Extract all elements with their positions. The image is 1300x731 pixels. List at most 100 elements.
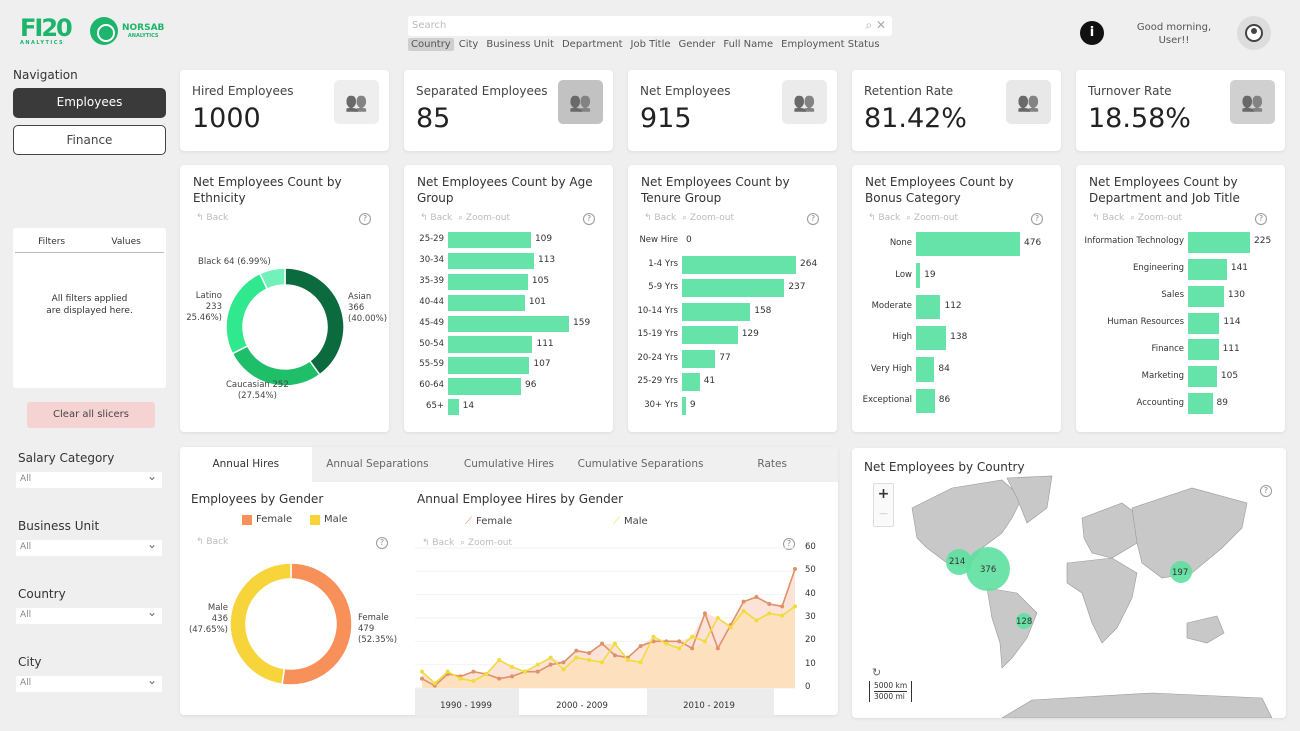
bar[interactable] (682, 396, 686, 415)
data-point[interactable] (600, 641, 605, 646)
bar[interactable] (448, 294, 525, 311)
zoom-out-button[interactable]: ⌕ Zoom-out (906, 213, 959, 223)
bar[interactable] (448, 378, 522, 395)
help-icon[interactable]: ? (376, 537, 388, 549)
bar[interactable] (1188, 339, 1219, 361)
back-button[interactable]: ↰ Back (1092, 213, 1125, 223)
data-point[interactable] (420, 669, 424, 674)
clear-slicers-button[interactable]: Clear all slicers (27, 402, 155, 428)
data-point[interactable] (471, 669, 476, 674)
data-point[interactable] (754, 618, 759, 623)
data-point[interactable] (497, 658, 502, 662)
data-point[interactable] (677, 646, 682, 651)
data-point[interactable] (741, 599, 746, 604)
bar[interactable] (916, 294, 941, 320)
search-tab[interactable]: Gender (678, 39, 716, 50)
zoom-out-button[interactable]: ⌕ Zoom-out (1130, 213, 1183, 223)
help-icon[interactable]: ? (783, 538, 795, 550)
data-point[interactable] (625, 658, 630, 662)
bar[interactable] (682, 302, 751, 321)
data-point[interactable] (651, 634, 656, 639)
bubble-brazil[interactable] (1016, 613, 1032, 629)
series-line-male[interactable] (421, 605, 796, 685)
bubble-west-us[interactable] (946, 549, 972, 575)
help-icon[interactable]: ? (807, 213, 819, 225)
bar[interactable] (1188, 312, 1220, 334)
data-point[interactable] (484, 672, 489, 676)
data-point[interactable] (638, 644, 643, 648)
data-point[interactable] (690, 646, 695, 651)
bar[interactable] (682, 326, 738, 345)
donut-slice[interactable] (229, 562, 292, 686)
help-icon[interactable]: ? (583, 213, 595, 225)
world-map[interactable] (852, 448, 1286, 718)
search-tab[interactable]: Country (408, 38, 454, 51)
data-point[interactable] (793, 604, 797, 609)
bar[interactable] (916, 357, 935, 382)
data-point[interactable] (780, 604, 785, 609)
data-point[interactable] (548, 655, 553, 660)
city-dropdown[interactable]: All (16, 673, 162, 692)
avatar[interactable] (1237, 16, 1271, 50)
zoom-in-button[interactable]: + (877, 486, 890, 502)
data-point[interactable] (728, 625, 733, 630)
bar[interactable] (1188, 285, 1224, 307)
data-point[interactable] (548, 662, 553, 667)
zoom-out-button[interactable]: — (879, 509, 888, 519)
back-button[interactable]: ↰ Back (196, 213, 229, 223)
data-point[interactable] (587, 658, 592, 662)
back-button[interactable]: ↰ Back (644, 213, 677, 223)
bar[interactable] (448, 252, 534, 270)
data-point[interactable] (445, 669, 450, 674)
bar[interactable] (1188, 258, 1227, 280)
data-point[interactable] (664, 641, 669, 646)
bar[interactable] (448, 273, 528, 291)
data-point[interactable] (612, 653, 617, 658)
tab-rates[interactable]: Rates (757, 458, 787, 470)
data-point[interactable] (702, 639, 707, 644)
tab-annual-hires[interactable]: Annual Hires (180, 447, 312, 482)
data-point[interactable] (510, 665, 515, 669)
back-button[interactable]: ↰ Back (196, 537, 229, 547)
help-icon[interactable]: ? (359, 213, 371, 225)
data-point[interactable] (767, 611, 772, 616)
search-tab[interactable]: Job Title (630, 39, 671, 50)
business-unit-dropdown[interactable]: All (16, 537, 162, 556)
bar[interactable] (1188, 393, 1213, 415)
help-icon[interactable]: ? (1031, 213, 1043, 225)
search-tab[interactable]: Department (561, 39, 623, 50)
data-point[interactable] (535, 669, 540, 674)
data-point[interactable] (638, 660, 643, 665)
back-button[interactable]: ↰ Back (422, 538, 455, 548)
data-point[interactable] (561, 667, 566, 672)
tab-cumulative-separations[interactable]: Cumulative Separations (577, 458, 704, 470)
data-point[interactable] (715, 616, 720, 620)
data-point[interactable] (767, 602, 772, 606)
donut-slice[interactable] (281, 562, 353, 686)
data-point[interactable] (780, 613, 785, 618)
nav-employees-button[interactable]: Employees (13, 88, 166, 118)
search-input[interactable]: Search ⌕ ✕ (408, 16, 892, 36)
search-tab[interactable]: Full Name (723, 39, 774, 50)
data-point[interactable] (535, 662, 540, 667)
bar[interactable] (1188, 366, 1217, 388)
data-point[interactable] (741, 609, 746, 613)
data-point[interactable] (510, 674, 515, 679)
bar[interactable] (682, 349, 716, 368)
data-point[interactable] (702, 611, 707, 616)
bar[interactable] (682, 279, 785, 298)
data-point[interactable] (690, 634, 695, 639)
data-point[interactable] (471, 679, 476, 683)
salary-category-dropdown[interactable]: All (16, 469, 162, 488)
data-point[interactable] (715, 646, 720, 651)
zoom-out-button[interactable]: ⌕ Zoom-out (682, 213, 735, 223)
bar[interactable] (1188, 232, 1250, 253)
bar[interactable] (448, 315, 569, 332)
data-point[interactable] (574, 655, 579, 660)
search-tab[interactable]: Employment Status (781, 39, 880, 50)
data-point[interactable] (754, 595, 759, 599)
data-point[interactable] (574, 648, 579, 653)
bar[interactable] (916, 263, 921, 288)
data-point[interactable] (587, 651, 592, 655)
data-point[interactable] (677, 639, 682, 644)
